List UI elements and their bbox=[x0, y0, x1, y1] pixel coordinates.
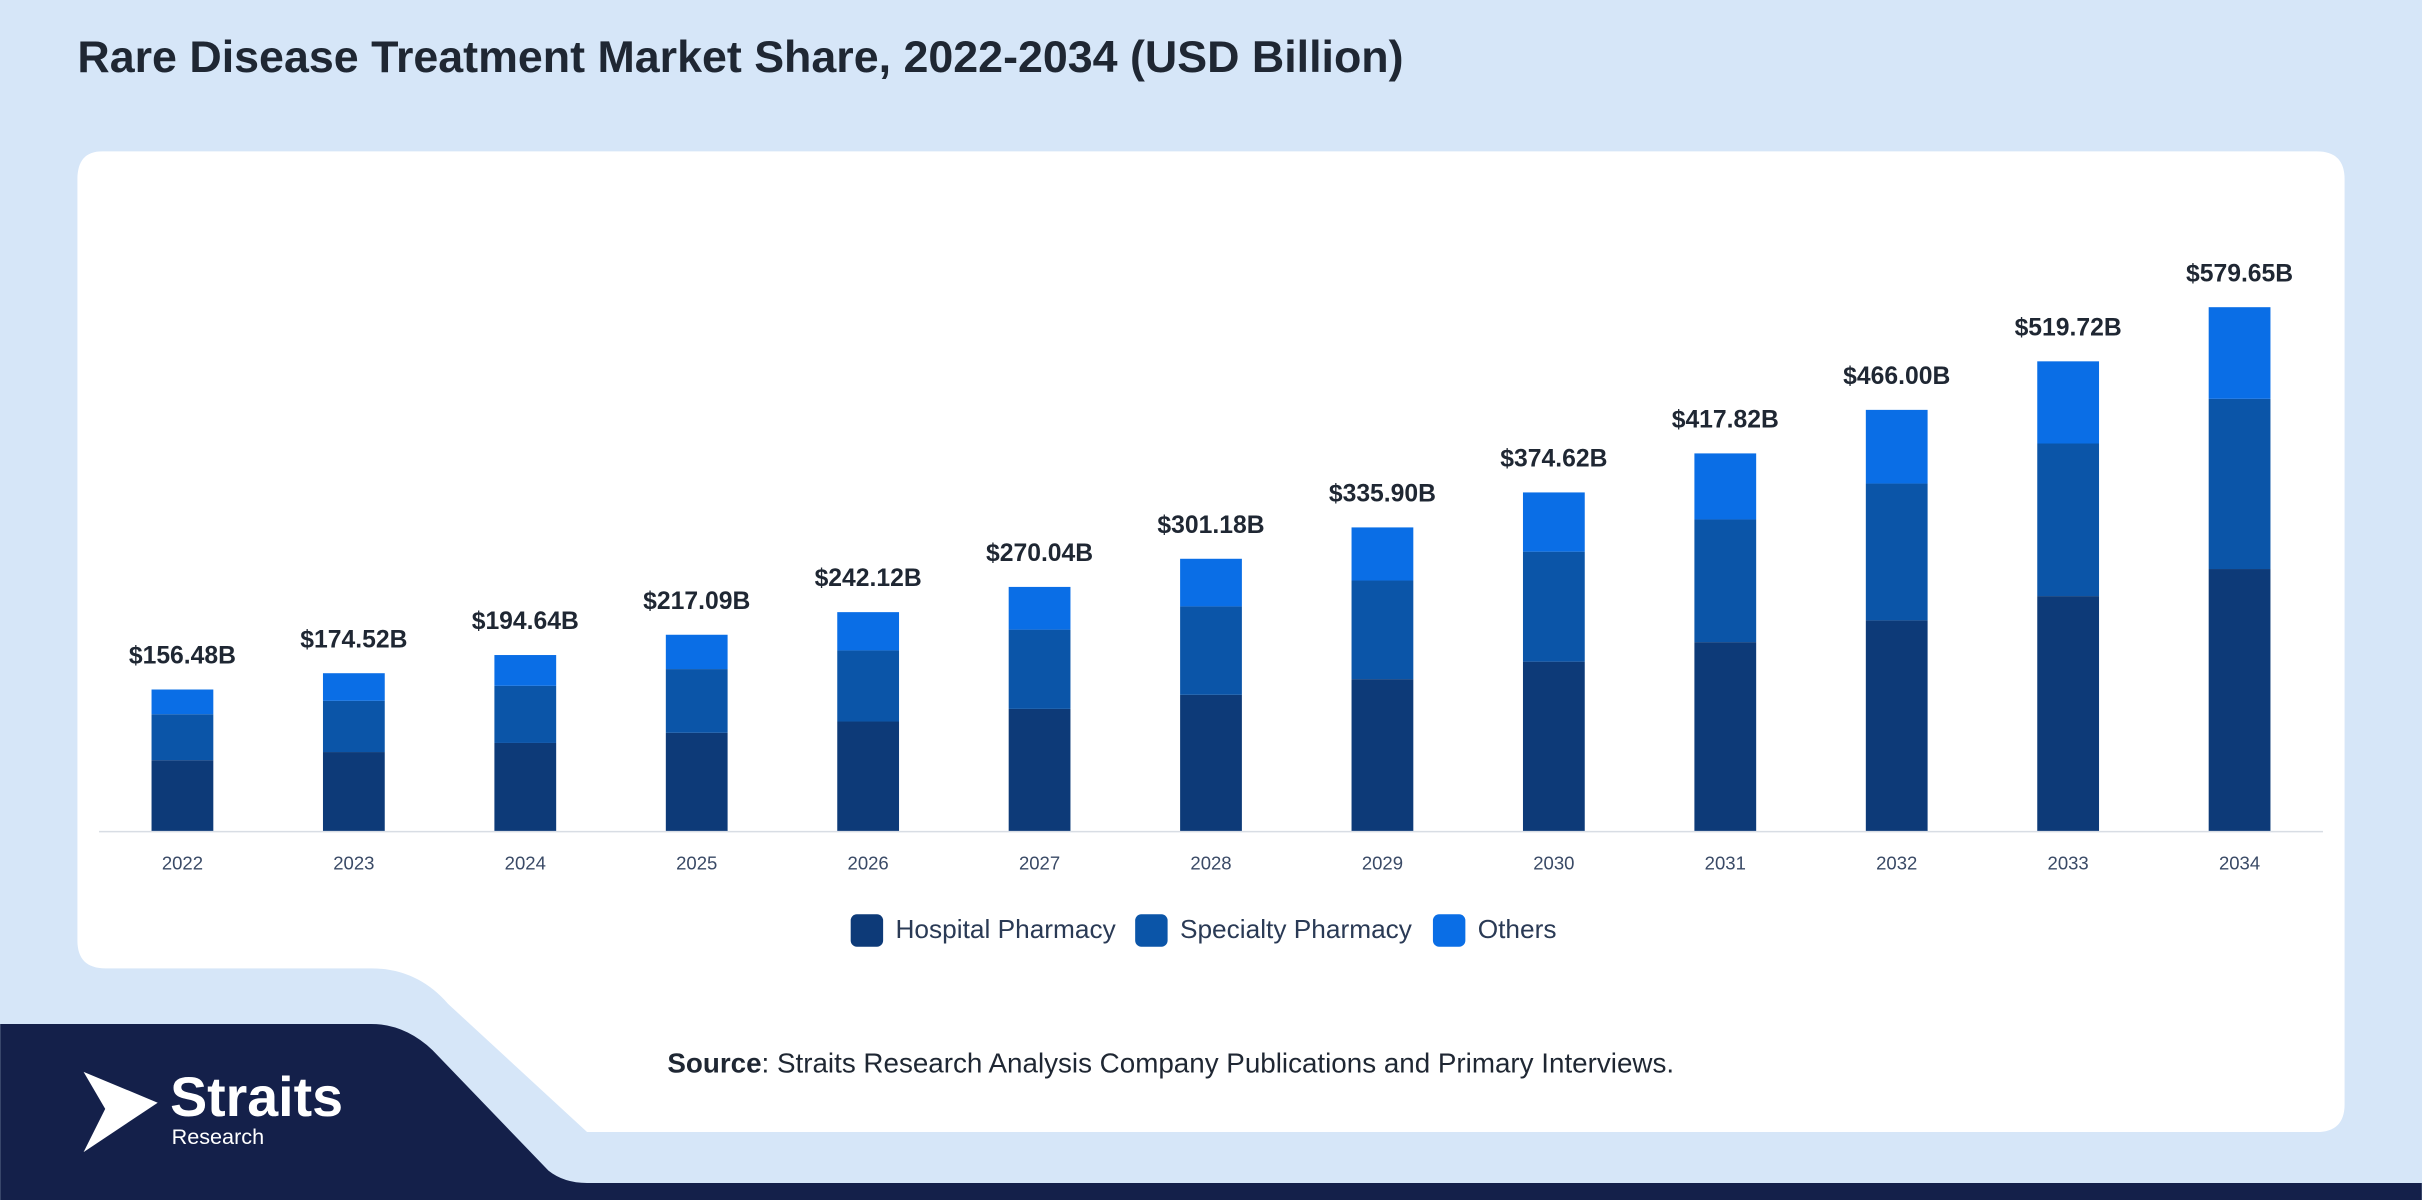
x-tick-label: 2024 bbox=[505, 853, 546, 874]
bar-segment bbox=[2208, 307, 2271, 399]
bar-segment bbox=[2037, 443, 2100, 597]
bar-segment bbox=[494, 655, 557, 686]
total-label: $335.90B bbox=[1329, 481, 1436, 508]
total-label: $301.18B bbox=[1157, 512, 1264, 539]
legend-swatch bbox=[1432, 914, 1466, 947]
total-label: $270.04B bbox=[986, 540, 1093, 567]
legend-label: Others bbox=[1478, 914, 1557, 944]
bar-segment bbox=[322, 700, 385, 753]
bar-segment bbox=[151, 689, 214, 715]
legend-label: Specialty Pharmacy bbox=[1180, 914, 1413, 944]
bar-segment bbox=[1180, 694, 1242, 831]
bar-segment bbox=[1351, 679, 1414, 831]
bar-segment bbox=[1865, 483, 1928, 621]
x-tick-label: 2034 bbox=[2219, 853, 2260, 874]
x-tick-label: 2028 bbox=[1190, 853, 1231, 874]
x-tick-label: 2032 bbox=[1876, 853, 1917, 874]
total-label: $194.64B bbox=[472, 608, 579, 635]
bar-segment bbox=[665, 669, 728, 733]
total-label: $156.48B bbox=[129, 643, 236, 670]
bar-segment bbox=[837, 721, 900, 831]
bar-segment bbox=[2208, 398, 2271, 570]
bar-segment bbox=[1694, 519, 1757, 643]
total-label: $466.00B bbox=[1843, 363, 1950, 390]
bar-segment bbox=[665, 634, 728, 670]
source: Source: Straits Research Analysis Compan… bbox=[667, 1048, 1674, 1079]
logo-name: Straits bbox=[170, 1066, 343, 1128]
source-label: Source bbox=[667, 1048, 761, 1079]
bar-segment bbox=[322, 752, 385, 831]
total-label: $579.65B bbox=[2186, 260, 2293, 287]
bar-segment bbox=[1008, 629, 1071, 709]
bar-segment bbox=[1694, 453, 1757, 520]
bar-segment bbox=[1180, 606, 1242, 695]
bar-segment bbox=[1865, 620, 1928, 831]
bar-segment bbox=[1008, 586, 1071, 630]
x-tick-label: 2023 bbox=[333, 853, 374, 874]
bar-segment bbox=[1694, 642, 1757, 831]
bar-segment bbox=[1008, 708, 1071, 831]
legend-swatch bbox=[850, 914, 884, 947]
bar-segment bbox=[494, 742, 557, 831]
logo-sub: Research bbox=[172, 1124, 264, 1149]
total-label: $519.72B bbox=[2015, 314, 2122, 341]
bar-segment bbox=[2037, 361, 2100, 444]
x-tick-label: 2033 bbox=[2048, 853, 2089, 874]
bar-segment bbox=[1865, 409, 1928, 484]
total-label: $242.12B bbox=[815, 565, 922, 592]
bar-segment bbox=[665, 732, 728, 831]
chart-title: Rare Disease Treatment Market Share, 202… bbox=[77, 32, 1403, 82]
bar-segment bbox=[837, 650, 900, 722]
bar-segment bbox=[2208, 569, 2271, 831]
bar-segment bbox=[494, 685, 557, 743]
total-label: $374.62B bbox=[1500, 446, 1607, 473]
x-tick-label: 2027 bbox=[1019, 853, 1060, 874]
source-text: : Straits Research Analysis Company Publ… bbox=[762, 1048, 1675, 1079]
total-label: $174.52B bbox=[300, 626, 407, 653]
bar-segment bbox=[1351, 527, 1414, 581]
x-tick-label: 2031 bbox=[1705, 853, 1746, 874]
total-label: $417.82B bbox=[1672, 406, 1779, 433]
bar-segment bbox=[1180, 558, 1242, 607]
bar-segment bbox=[1522, 492, 1585, 552]
legend-swatch bbox=[1135, 914, 1168, 947]
x-tick-label: 2022 bbox=[162, 853, 203, 874]
bar-segment bbox=[151, 760, 214, 831]
bar-segment bbox=[322, 673, 385, 701]
x-tick-label: 2025 bbox=[676, 853, 717, 874]
bar-segment bbox=[1351, 580, 1414, 680]
x-tick-label: 2029 bbox=[1362, 853, 1403, 874]
logo-icon bbox=[83, 1071, 158, 1153]
footer-band bbox=[0, 1023, 2422, 1200]
x-tick-label: 2026 bbox=[848, 853, 889, 874]
total-label: $217.09B bbox=[643, 588, 750, 615]
bar-segment bbox=[2037, 596, 2100, 831]
bar-segment bbox=[151, 714, 214, 761]
bar-segment bbox=[1522, 661, 1585, 831]
bar-segment bbox=[1522, 551, 1585, 662]
legend-label: Hospital Pharmacy bbox=[895, 914, 1116, 944]
x-tick-label: 2030 bbox=[1533, 853, 1574, 874]
bar-segment bbox=[837, 612, 900, 651]
